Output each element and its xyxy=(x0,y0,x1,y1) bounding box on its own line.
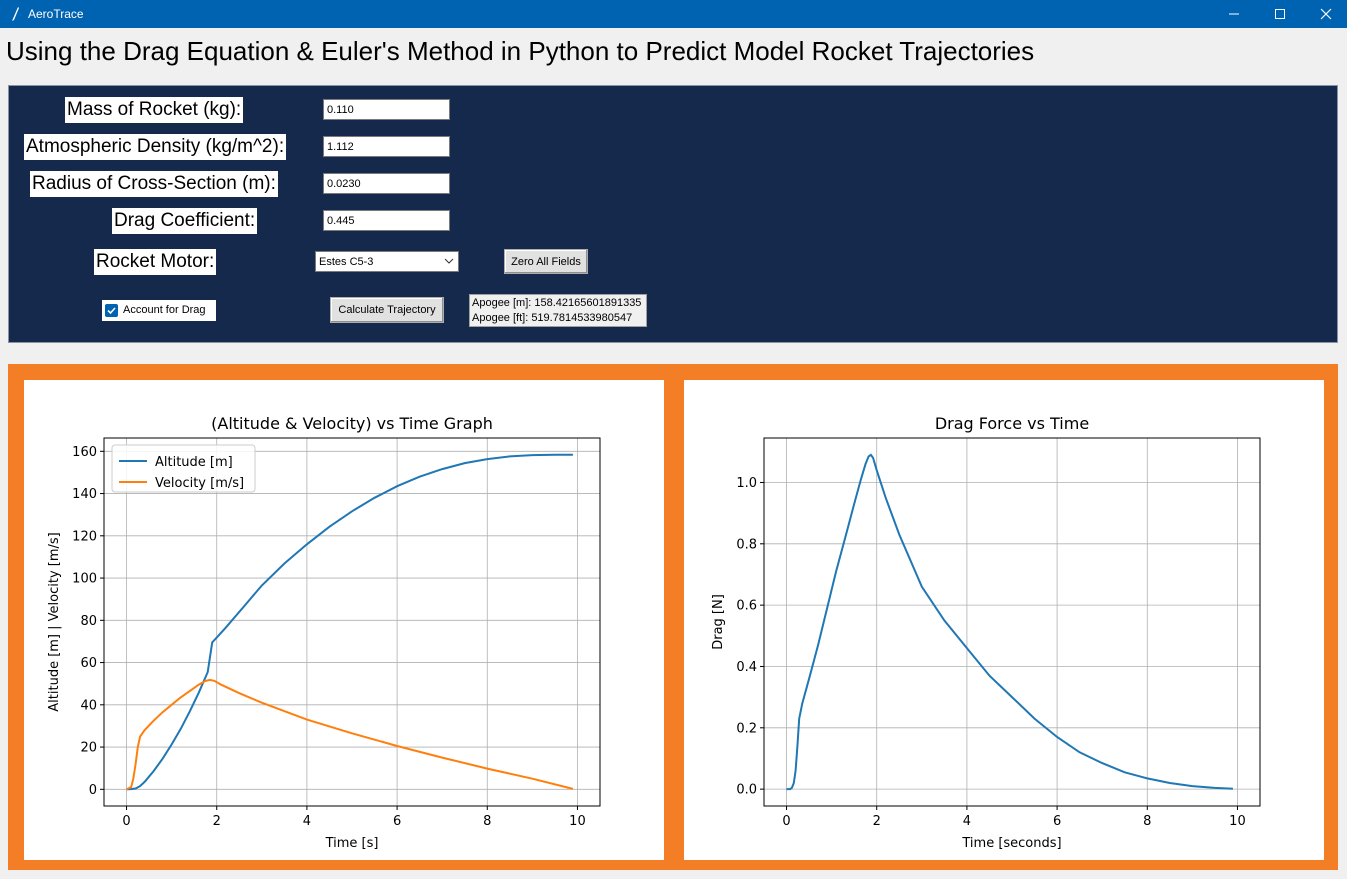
mass-label: Mass of Rocket (kg): xyxy=(65,97,244,123)
x-axis-label: Time [seconds] xyxy=(961,836,1061,851)
radius-input[interactable] xyxy=(323,173,450,194)
mass-input[interactable] xyxy=(323,99,450,120)
y-tick-label: 100 xyxy=(72,572,97,587)
close-icon xyxy=(1320,8,1332,20)
x-tick-label: 8 xyxy=(1143,814,1151,829)
minimize-button[interactable] xyxy=(1211,0,1257,28)
close-button[interactable] xyxy=(1303,0,1347,28)
x-tick-label: 6 xyxy=(393,814,401,829)
radius-label: Radius of Cross-Section (m): xyxy=(30,171,278,197)
calculate-trajectory-button[interactable]: Calculate Trajectory xyxy=(330,297,444,323)
page-title: Using the Drag Equation & Euler's Method… xyxy=(6,36,1035,66)
x-tick-label: 2 xyxy=(213,814,221,829)
density-label: Atmospheric Density (kg/m^2): xyxy=(24,134,287,160)
altitude-velocity-chart-container: 0 2 4 6 8 10 0 20 40 60 80 100 120 140 160 (Altitude & … xyxy=(24,380,664,860)
legend-box xyxy=(111,444,256,493)
y-axis-label: Drag [N] xyxy=(711,594,726,650)
window-title: AeroTrace xyxy=(28,7,84,21)
apogee-feet: Apogee [ft]: 519.7814533980547 xyxy=(472,312,633,324)
x-tick-label: 10 xyxy=(1229,814,1246,829)
drag-coefficient-label: Drag Coefficient: xyxy=(112,208,258,234)
chart-title: Drag Force vs Time xyxy=(935,414,1089,433)
y-tick-label: 0.4 xyxy=(736,660,757,675)
x-axis-label: Time [s] xyxy=(325,836,379,851)
maximize-button[interactable] xyxy=(1257,0,1303,28)
apogee-readout: Apogee [m]: 158.42165601891335 Apogee [f… xyxy=(469,294,647,327)
chart-title: (Altitude & Velocity) vs Time Graph xyxy=(211,414,493,433)
y-tick-label: 80 xyxy=(80,614,97,629)
series-line-1 xyxy=(786,453,1233,791)
y-tick-label: 120 xyxy=(72,529,97,544)
y-tick-label: 140 xyxy=(72,487,97,502)
y-tick-label: 0.6 xyxy=(736,599,757,614)
minimize-icon xyxy=(1229,13,1239,15)
rocket-motor-label: Rocket Motor: xyxy=(94,249,217,275)
y-tick-label: 160 xyxy=(72,445,97,460)
checkbox-checked-icon xyxy=(105,304,118,317)
y-axis-label: Altitude [m] | Velocity [m/s] xyxy=(47,532,62,711)
y-tick-label: 40 xyxy=(80,698,97,713)
account-for-drag-checkbox[interactable]: Account for Drag xyxy=(102,300,216,321)
x-tick-label: 4 xyxy=(963,814,971,829)
x-tick-label: 0 xyxy=(782,814,790,829)
y-tick-label: 0.2 xyxy=(736,721,757,736)
legend-label: Altitude [m] xyxy=(155,455,233,470)
drag-force-chart: 0 2 4 6 8 10 0.0 0.2 0.4 0.6 0.8 1.0 Drag Force vs T… xyxy=(711,414,1261,851)
chevron-down-icon xyxy=(444,258,454,264)
y-tick-label: 0 xyxy=(89,783,97,798)
zero-all-fields-button[interactable]: Zero All Fields xyxy=(504,249,588,274)
apogee-meters: Apogee [m]: 158.42165601891335 xyxy=(472,297,642,309)
y-tick-label: 0.0 xyxy=(736,783,757,798)
x-tick-label: 10 xyxy=(569,814,586,829)
plot-frame xyxy=(763,437,1261,807)
x-tick-label: 0 xyxy=(122,814,130,829)
rocket-motor-select[interactable]: Estes C5-3 xyxy=(315,251,459,272)
rocket-motor-value: Estes C5-3 xyxy=(319,256,374,268)
drag-coefficient-input[interactable] xyxy=(323,210,450,231)
feather-icon xyxy=(12,7,19,21)
series-line-1 xyxy=(126,453,573,791)
y-tick-label: 0.8 xyxy=(736,537,757,552)
series-line-2 xyxy=(126,678,574,791)
drag-force-chart-container: 0 2 4 6 8 10 0.0 0.2 0.4 0.6 0.8 1.0 Drag Force vs T… xyxy=(684,380,1324,860)
account-for-drag-label: Account for Drag xyxy=(123,304,206,316)
x-tick-label: 4 xyxy=(303,814,311,829)
y-tick-label: 1.0 xyxy=(736,476,757,491)
y-tick-label: 20 xyxy=(80,741,97,756)
x-tick-label: 6 xyxy=(1053,814,1061,829)
maximize-icon xyxy=(1275,9,1285,19)
x-tick-label: 2 xyxy=(873,814,881,829)
y-tick-label: 60 xyxy=(80,656,97,671)
legend-label: Velocity [m/s] xyxy=(155,476,244,491)
x-tick-label: 8 xyxy=(483,814,491,829)
window-titlebar: AeroTrace xyxy=(0,0,1347,28)
plot-frame xyxy=(103,437,601,807)
density-input[interactable] xyxy=(323,136,450,157)
